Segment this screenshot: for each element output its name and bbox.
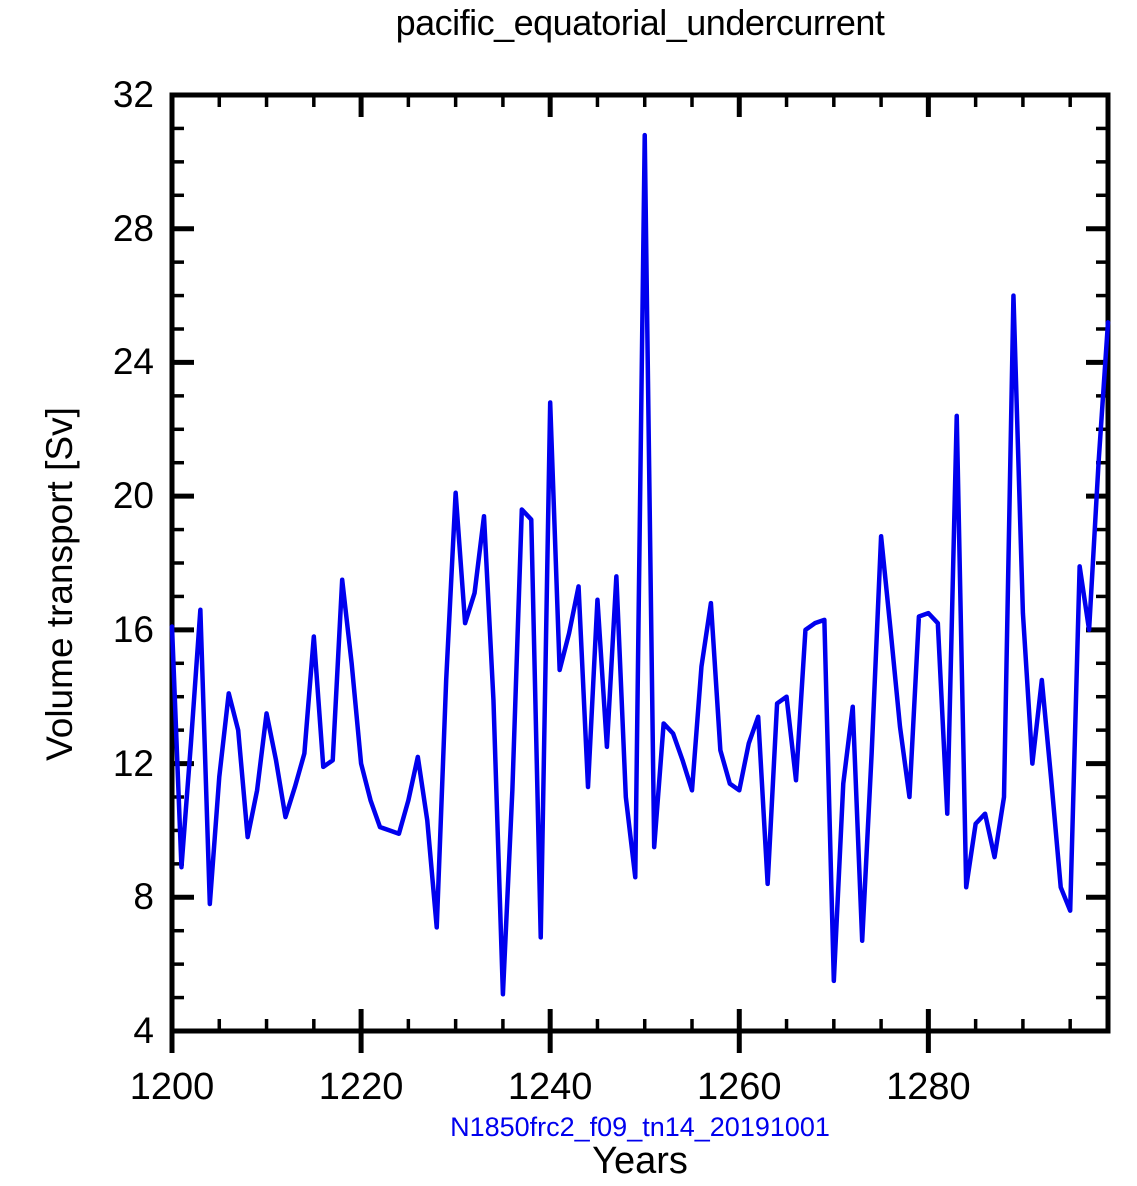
y-tick-label-4: 4	[133, 1010, 154, 1051]
series-line-1	[169, 132, 1111, 997]
y-tick-label-32: 32	[112, 74, 154, 115]
data-series-group	[169, 132, 1111, 997]
y-tick-label-8: 8	[133, 876, 154, 918]
x-tick-label-1240: 1240	[507, 1066, 593, 1108]
y-tick-label-16: 16	[112, 608, 154, 650]
legend-entry-series-1: N1850frc2_f09_tn14_20191001	[450, 1112, 830, 1142]
y-tick-label-12: 12	[112, 742, 154, 784]
x-tick-label-1220: 1220	[318, 1066, 404, 1108]
y-tick-label-24: 24	[112, 341, 154, 383]
x-tick-label-1200: 1200	[129, 1066, 215, 1108]
x-tick-label-1260: 1260	[696, 1066, 782, 1108]
y-tick-label-20: 20	[112, 475, 154, 517]
x-axis-label: Years	[592, 1140, 688, 1182]
y-tick-label-28: 28	[112, 207, 154, 249]
x-tick-label-1280: 1280	[886, 1066, 971, 1108]
page-title: pacific_equatorial_undercurrent	[395, 2, 885, 43]
